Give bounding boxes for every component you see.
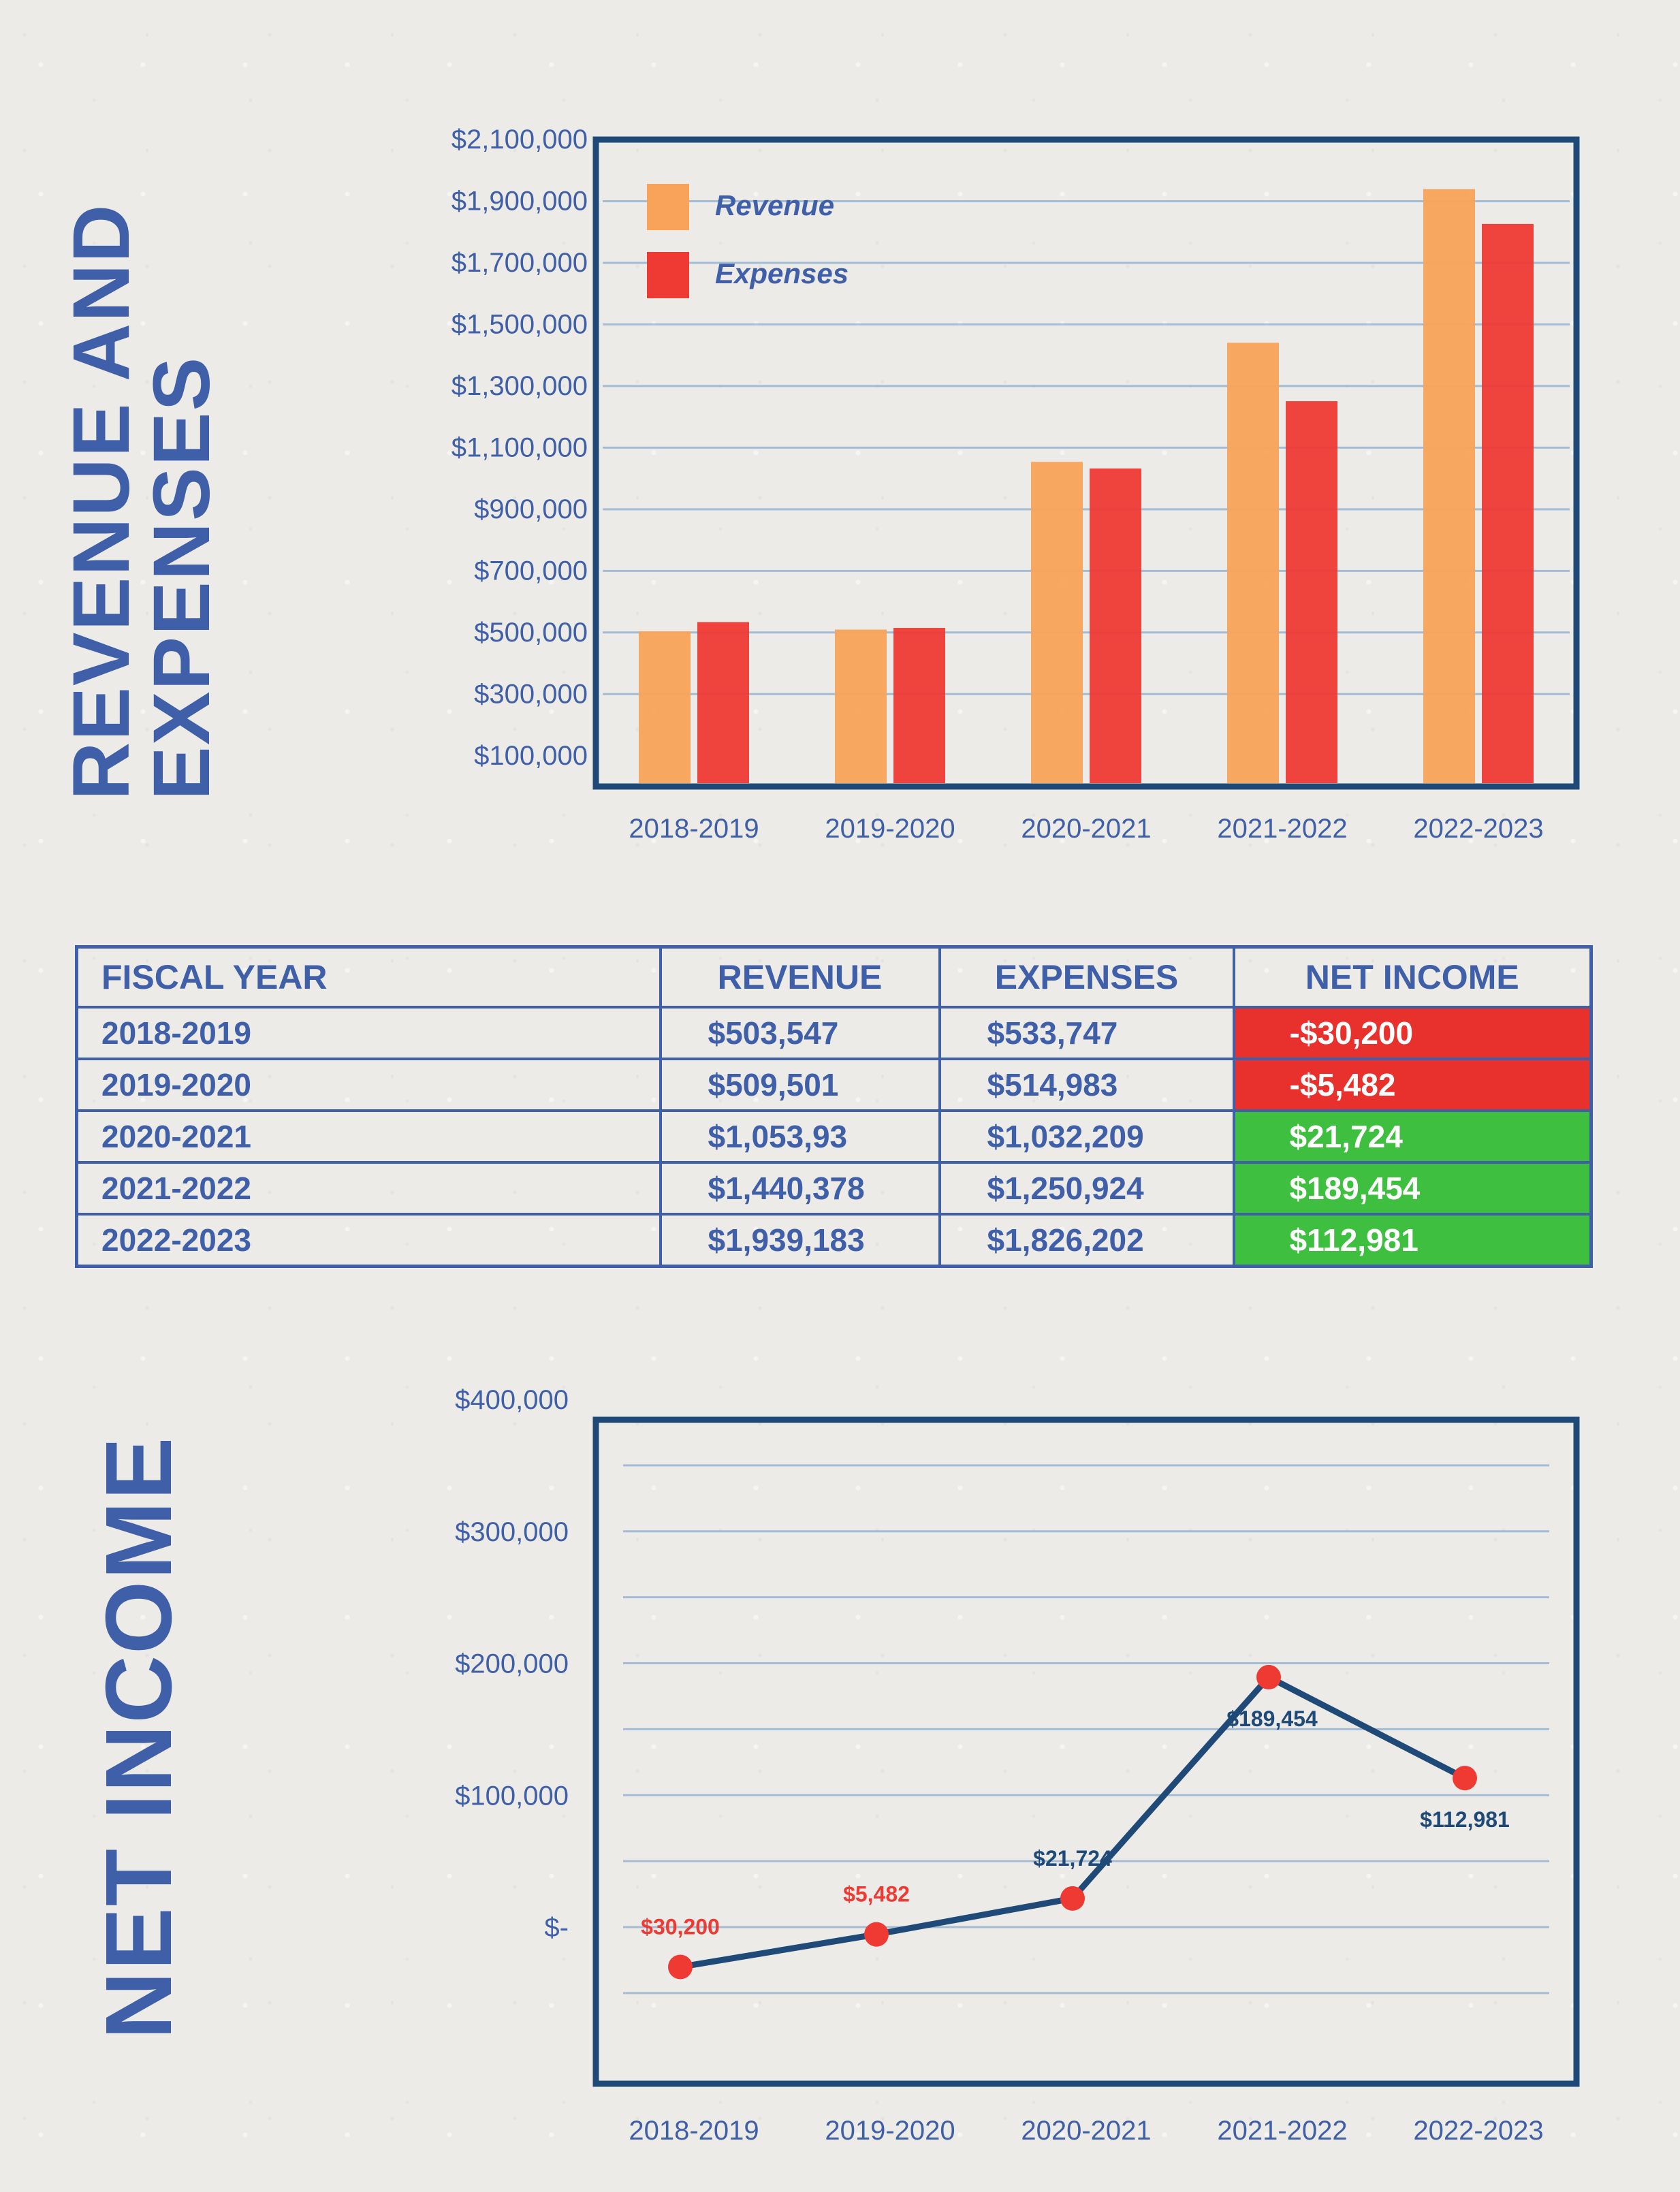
y-tick-label: $- bbox=[544, 1913, 569, 1943]
expenses-bar bbox=[1482, 223, 1534, 784]
cell-net-income: $112,981 bbox=[1232, 1213, 1593, 1268]
y-tick-label: $400,000 bbox=[455, 1385, 569, 1415]
y-tick-label: $500,000 bbox=[474, 618, 588, 648]
title-line-1: REVENUE AND bbox=[57, 203, 146, 800]
table-row: 2020-2021 $1,053,93 $1,032,209 $21,724 bbox=[75, 1109, 1593, 1164]
data-label: $189,454 bbox=[1226, 1706, 1318, 1731]
y-tick-label: $1,900,000 bbox=[451, 186, 588, 216]
cell-fiscal-year: 2020-2021 bbox=[75, 1109, 662, 1164]
cell-net-income: -$5,482 bbox=[1232, 1058, 1593, 1112]
financial-table: FISCAL YEAR REVENUE EXPENSES NET INCOME … bbox=[75, 945, 1593, 1268]
y-tick-label: $1,500,000 bbox=[451, 309, 588, 339]
data-label: $112,981 bbox=[1420, 1807, 1510, 1832]
data-point bbox=[1453, 1766, 1477, 1791]
cell-fiscal-year: 2021-2022 bbox=[75, 1161, 662, 1216]
y-tick-label: $100,000 bbox=[474, 741, 588, 771]
cell-expenses: $514,983 bbox=[938, 1058, 1235, 1112]
x-tick-label: 2019-2020 bbox=[825, 814, 955, 844]
revenue-bar bbox=[1423, 189, 1475, 783]
y-tick-label: $1,700,000 bbox=[451, 248, 588, 278]
table-header-row: FISCAL YEAR REVENUE EXPENSES NET INCOME bbox=[75, 945, 1593, 1008]
legend-label: Revenue bbox=[715, 189, 834, 221]
cell-net-income: $189,454 bbox=[1232, 1161, 1593, 1216]
expenses-bar bbox=[697, 622, 749, 783]
x-tick-label: 2020-2021 bbox=[1021, 814, 1151, 844]
cell-revenue: $1,939,183 bbox=[659, 1213, 941, 1268]
y-tick-label: $300,000 bbox=[474, 679, 588, 709]
x-tick-label: 2018-2019 bbox=[629, 814, 759, 844]
chart-frame bbox=[592, 1416, 1580, 2087]
cell-net-income: $21,724 bbox=[1232, 1109, 1593, 1164]
y-tick-label: $1,300,000 bbox=[451, 371, 588, 401]
revenue-expenses-chart: $100,000 $300,000 $500,000 $700,000 $900,000… bbox=[451, 125, 1580, 844]
revenue-bar bbox=[835, 629, 887, 783]
expenses-bar bbox=[1090, 468, 1141, 783]
y-tick-label: $200,000 bbox=[455, 1649, 569, 1679]
x-tick-label: 2022-2023 bbox=[1413, 2116, 1543, 2146]
expenses-bar bbox=[1286, 401, 1337, 783]
y-tick-label: $2,100,000 bbox=[451, 125, 588, 155]
table-row: 2022-2023 $1,939,183 $1,826,202 $112,981 bbox=[75, 1213, 1593, 1268]
y-tick-label: $1,100,000 bbox=[451, 432, 588, 462]
data-point bbox=[1060, 1886, 1085, 1911]
cell-expenses: $1,250,924 bbox=[938, 1161, 1235, 1216]
y-tick-label: $900,000 bbox=[474, 494, 588, 524]
header-net-income: NET INCOME bbox=[1232, 945, 1593, 1008]
table-row: 2021-2022 $1,440,378 $1,250,924 $189,454 bbox=[75, 1161, 1593, 1216]
net-income-chart: $- $100,000 $200,000 $300,000 $400,000 2018-… bbox=[455, 1385, 1580, 2146]
header-expenses: EXPENSES bbox=[938, 945, 1235, 1008]
x-tick-label: 2022-2023 bbox=[1413, 814, 1543, 844]
table-row: 2019-2020 $509,501 $514,983 -$5,482 bbox=[75, 1058, 1593, 1112]
data-label: $30,200 bbox=[641, 1915, 720, 1939]
cell-expenses: $1,826,202 bbox=[938, 1213, 1235, 1268]
cell-revenue: $1,440,378 bbox=[659, 1161, 941, 1216]
table-row: 2018-2019 $503,547 $533,747 -$30,200 bbox=[75, 1006, 1593, 1060]
header-fiscal-year: FISCAL YEAR bbox=[75, 945, 662, 1008]
data-label: $21,724 bbox=[1033, 1846, 1112, 1871]
data-label: $5,482 bbox=[843, 1882, 910, 1907]
x-tick-label: 2019-2020 bbox=[825, 2116, 955, 2146]
revenue-expenses-title: REVENUE AND EXPENSES bbox=[57, 119, 227, 800]
data-point bbox=[864, 1922, 889, 1947]
cell-revenue: $503,547 bbox=[659, 1006, 941, 1060]
x-tick-label: 2021-2022 bbox=[1217, 814, 1347, 844]
y-tick-label: $700,000 bbox=[474, 556, 588, 586]
y-tick-label: $300,000 bbox=[455, 1517, 569, 1547]
y-tick-label: $100,000 bbox=[455, 1781, 569, 1811]
legend-swatch bbox=[647, 184, 689, 230]
data-point bbox=[1256, 1664, 1281, 1689]
cell-fiscal-year: 2018-2019 bbox=[75, 1006, 662, 1060]
x-tick-label: 2021-2022 bbox=[1217, 2116, 1347, 2146]
cell-revenue: $509,501 bbox=[659, 1058, 941, 1112]
expenses-bar bbox=[893, 628, 945, 783]
net-income-line bbox=[680, 1674, 1467, 1970]
cell-expenses: $1,032,209 bbox=[938, 1109, 1235, 1164]
cell-revenue: $1,053,93 bbox=[659, 1109, 941, 1164]
legend-label: Expenses bbox=[715, 257, 849, 289]
legend-swatch bbox=[647, 252, 689, 298]
net-income-title: NET INCOME bbox=[86, 1435, 191, 2039]
title-line-2: EXPENSES bbox=[137, 355, 227, 800]
chart-frame bbox=[592, 136, 1580, 790]
cell-net-income: -$30,200 bbox=[1232, 1006, 1593, 1060]
cell-fiscal-year: 2022-2023 bbox=[75, 1213, 662, 1268]
revenue-bar bbox=[639, 631, 691, 783]
cell-expenses: $533,747 bbox=[938, 1006, 1235, 1060]
data-point bbox=[668, 1954, 693, 1980]
revenue-bar bbox=[1227, 343, 1279, 784]
revenue-bar bbox=[1031, 462, 1083, 783]
x-tick-label: 2018-2019 bbox=[629, 2116, 759, 2146]
header-revenue: REVENUE bbox=[659, 945, 941, 1008]
x-tick-label: 2020-2021 bbox=[1021, 2116, 1151, 2146]
cell-fiscal-year: 2019-2020 bbox=[75, 1058, 662, 1112]
